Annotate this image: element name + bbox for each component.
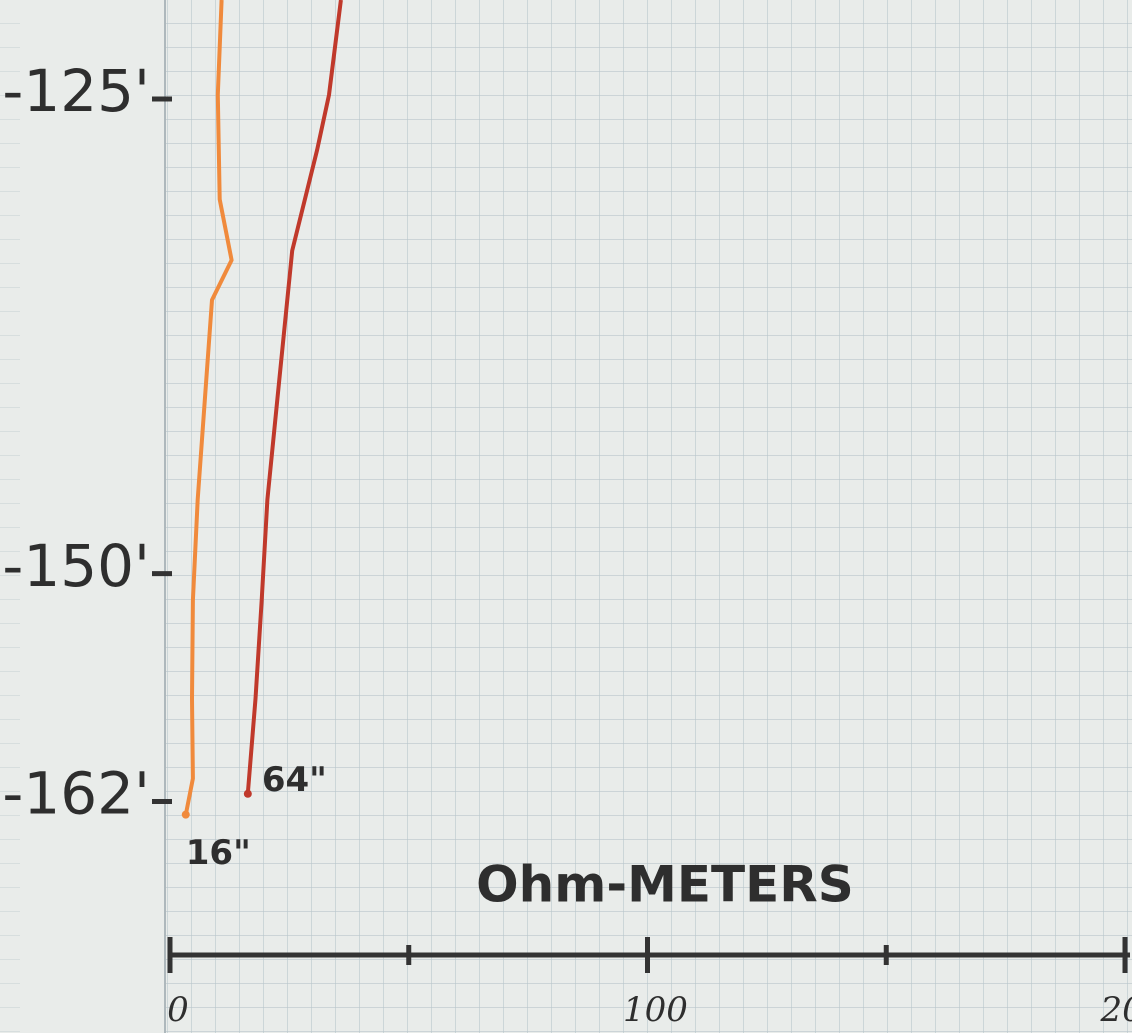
- series-line: [245, 0, 343, 794]
- y-tick-label: -150': [2, 532, 150, 600]
- series-end: [243, 789, 252, 798]
- x-tick-label: 200: [1100, 990, 1132, 1030]
- x-tick-label: 100: [623, 990, 688, 1030]
- graph-grid: [165, 0, 1132, 1033]
- y-tick-label: -125': [2, 57, 150, 125]
- x-axis-title: Ohm-METERS: [476, 856, 854, 914]
- series-label: 16": [186, 833, 251, 873]
- edge-grid: [0, 0, 20, 1033]
- x-tick-label: 0: [167, 990, 189, 1030]
- series-label: 64": [262, 760, 327, 800]
- series-end: [181, 810, 190, 819]
- y-tick-label: -162': [2, 760, 150, 828]
- series-line: [183, 0, 234, 815]
